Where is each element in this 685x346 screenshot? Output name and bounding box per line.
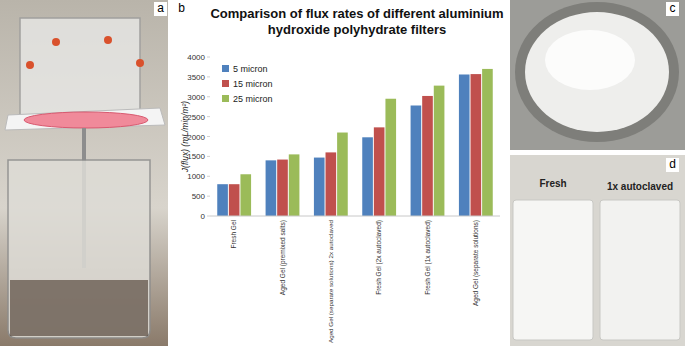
bar [277,160,288,216]
y-tick [207,116,210,117]
beaker-autoclaved [600,200,680,340]
y-tick-label: 3500 [187,73,205,82]
chart-title: Comparison of flux rates of different al… [210,6,503,37]
photo-background [510,155,685,346]
legend-swatch [222,95,229,102]
x-tick-label: Aged Gel (premixed salts) [279,220,287,295]
gel-cake [525,12,669,132]
bar [411,105,422,216]
y-tick [207,96,210,97]
panel-label-box [666,2,679,16]
upper-vessel [20,18,140,118]
photo-a [0,0,168,346]
bar [482,69,493,216]
photo-background [510,0,685,150]
x-axis-line [210,216,500,217]
y-tick [207,76,210,77]
title-line: hydroxide polyhydrate filters [268,22,446,37]
panel-label-box [666,158,679,172]
beaker-fresh [513,200,593,340]
x-tick-label: Fresh Gel (2x autoclaved) [375,220,383,295]
funnel-rim [515,2,679,142]
bar [289,154,300,216]
pink-filter-ring [24,112,148,128]
y-tick [207,176,210,177]
bars [217,69,493,216]
y-axis-label: J(flux) (mL/min/m²) [180,101,190,173]
bar [471,74,482,216]
bar [459,74,470,216]
figure: Fresh 1x autoclaved ab c d Comparison of flux… [0,0,685,346]
clamp [52,38,60,46]
bar [374,127,385,216]
x-tick-label: Aged Gel (separate solutions) [472,220,480,306]
panel-label: d [669,157,676,171]
legend-swatch [222,80,229,87]
panel-label: b [178,1,185,15]
panel-label-box [175,2,188,16]
beaker [8,160,150,338]
photo-background [0,0,168,346]
y-tick [207,136,210,137]
filter-cloth [5,108,165,130]
x-tick-label: Fresh Gel [230,219,237,248]
panel-label: a [157,1,164,15]
photo-caption: Fresh [539,178,566,189]
bar [434,86,445,216]
bar [385,99,396,216]
y-tick [207,196,210,197]
y-tick [207,156,210,157]
legend: 5 micron 15 micron 25 micron [222,64,273,104]
beaker-contents [10,280,148,336]
legend-label: 5 micron [233,64,268,74]
y-tick [207,57,210,58]
y-tick [207,216,210,217]
y-tick-label: 500 [192,192,206,201]
bar [362,137,373,216]
y-tick-label: 4000 [187,53,205,62]
bar [422,96,433,216]
x-tick-label: Aged Gel (separate solutions) 2x autocla… [327,219,334,343]
legend-label: 25 micron [233,94,273,104]
y-tick-label: 0 [201,212,206,221]
gel-highlight [545,30,635,90]
legend-label: 15 micron [233,79,273,89]
panel-label: c [670,1,676,15]
clamp [26,61,34,69]
x-tick-label: Fresh Gel (1x autoclaved) [424,220,432,295]
bar [326,152,337,216]
title-line: Comparison of flux rates of different al… [210,6,503,21]
bar [217,184,228,216]
photo-caption: 1x autoclaved [607,181,673,192]
bar [337,133,348,216]
photo-c [510,0,685,150]
bar [240,174,251,216]
legend-swatch [222,65,229,72]
chart: Comparison of flux rates of different al… [180,6,504,343]
panel-label-box [154,2,167,16]
clamp [136,59,144,67]
clamp [104,36,112,44]
bar [229,184,240,216]
page: {"chart_data": {"type": "bar", "title": … [0,0,685,346]
y-tick-label: 3000 [187,93,205,102]
y-tick-label: 1000 [187,172,205,181]
bar [314,158,325,216]
bar [266,160,277,216]
photo-d: Fresh 1x autoclaved [510,155,685,346]
